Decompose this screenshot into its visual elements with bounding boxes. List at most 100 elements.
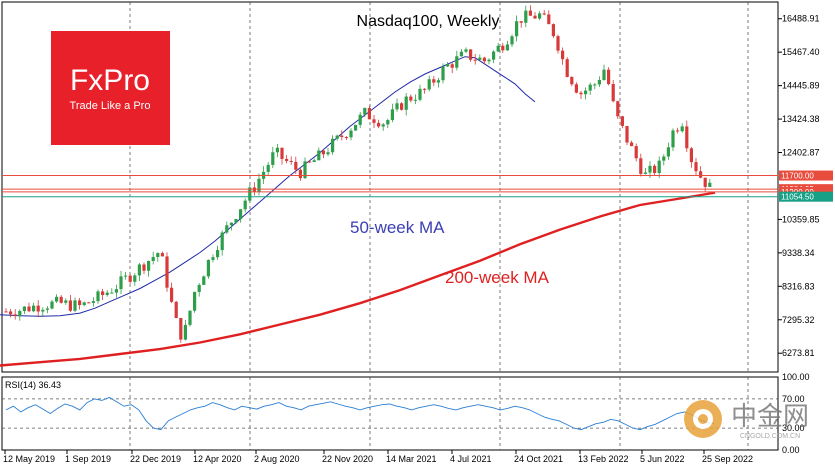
candle-body	[128, 275, 132, 282]
candle-body	[381, 124, 385, 127]
candle-body	[147, 260, 151, 271]
candle-body	[183, 324, 187, 340]
candle-body	[243, 200, 247, 210]
candle-body	[390, 109, 394, 121]
level-tag	[779, 191, 833, 202]
candle-body	[574, 84, 578, 93]
candle-body	[216, 250, 220, 258]
price-tick-label: 15467.40	[782, 47, 820, 57]
candle-body	[473, 59, 477, 61]
candles	[4, 5, 712, 343]
candle-body	[584, 90, 588, 95]
candle-body	[570, 76, 574, 85]
candle-body	[202, 276, 206, 285]
candle-body	[156, 253, 160, 258]
price-tick-label: 6273.81	[782, 348, 815, 358]
candle-body	[455, 56, 459, 68]
candle-body	[395, 103, 399, 110]
candle-body	[400, 103, 404, 110]
candle-body	[211, 257, 215, 260]
candle-body	[27, 306, 31, 312]
fxpro-logo: FxPro Trade Like a Pro	[51, 31, 170, 145]
candle-body	[294, 161, 298, 170]
candle-body	[142, 264, 146, 271]
candle-body	[501, 45, 505, 51]
candle-body	[496, 45, 500, 52]
candle-body	[547, 14, 551, 25]
candle-body	[469, 49, 473, 60]
candle-body	[542, 13, 546, 15]
price-tick-label: 16488.91	[782, 14, 820, 24]
candle-body	[87, 302, 91, 304]
candle-body	[137, 264, 141, 276]
candle-body	[648, 165, 652, 173]
candle-body	[55, 296, 59, 302]
candle-body	[335, 135, 339, 139]
candle-body	[639, 158, 643, 174]
candle-body	[630, 142, 634, 147]
candle-body	[308, 161, 312, 163]
candle-body	[676, 130, 680, 132]
candle-body	[409, 96, 413, 101]
candle-body	[432, 79, 436, 83]
candle-body	[680, 126, 684, 132]
candle-body	[662, 156, 666, 161]
candle-body	[423, 88, 427, 90]
rsi-label: RSI(14) 36.43	[5, 380, 61, 390]
candle-body	[160, 253, 164, 257]
candle-body	[321, 150, 325, 155]
candle-body	[689, 148, 693, 163]
candle-body	[64, 300, 68, 303]
candle-body	[620, 116, 624, 126]
candle-body	[487, 59, 491, 62]
candle-body	[616, 101, 620, 117]
candle-body	[68, 300, 72, 311]
candle-body	[312, 160, 316, 162]
date-tick-label: 1 Sep 2019	[65, 454, 111, 464]
candle-body	[344, 137, 348, 139]
candle-body	[524, 10, 528, 23]
candle-body	[404, 96, 408, 110]
candle-body	[482, 57, 486, 62]
date-tick-label: 12 Apr 2020	[193, 454, 242, 464]
candle-body	[565, 59, 569, 77]
date-tick-label: 13 Feb 2022	[578, 454, 629, 464]
rsi-tick-label: 100.00	[782, 372, 810, 382]
candle-body	[133, 275, 137, 282]
candle-body	[229, 222, 233, 226]
candle-body	[78, 300, 82, 306]
date-axis: 12 May 2019 1 Sep 2019 22 Dec 2019 12 Apr 2…	[3, 450, 753, 464]
svg-text:FxPro: FxPro	[70, 64, 150, 97]
rsi-tick-label: 70.00	[782, 394, 805, 404]
candle-body	[280, 147, 284, 159]
price-tick-label: 7295.32	[782, 315, 815, 325]
candle-body	[602, 69, 606, 81]
candle-body	[289, 160, 293, 162]
svg-text:中金网: 中金网	[731, 401, 809, 431]
ma50-line	[0, 56, 536, 317]
candle-body	[643, 172, 647, 174]
svg-text:Trade Like a Pro: Trade Like a Pro	[70, 100, 151, 112]
candle-body	[193, 291, 197, 311]
candle-body	[96, 291, 100, 302]
candle-body	[561, 50, 565, 60]
candle-body	[367, 108, 371, 120]
date-tick-label: 14 Mar 2021	[386, 454, 437, 464]
price-tick-label: 8316.83	[782, 281, 815, 291]
candle-body	[32, 305, 36, 312]
candle-body	[114, 289, 118, 293]
candle-body	[266, 164, 270, 172]
candle-body	[372, 119, 376, 123]
candle-body	[528, 10, 532, 16]
candle-body	[285, 158, 289, 161]
candle-body	[50, 301, 54, 309]
rsi-tick-label: 30.00	[782, 423, 805, 433]
candle-body	[386, 120, 390, 125]
candle-body	[101, 291, 105, 296]
candle-body	[9, 311, 13, 315]
candle-body	[464, 49, 468, 52]
candle-body	[666, 147, 670, 157]
candle-body	[685, 126, 689, 149]
